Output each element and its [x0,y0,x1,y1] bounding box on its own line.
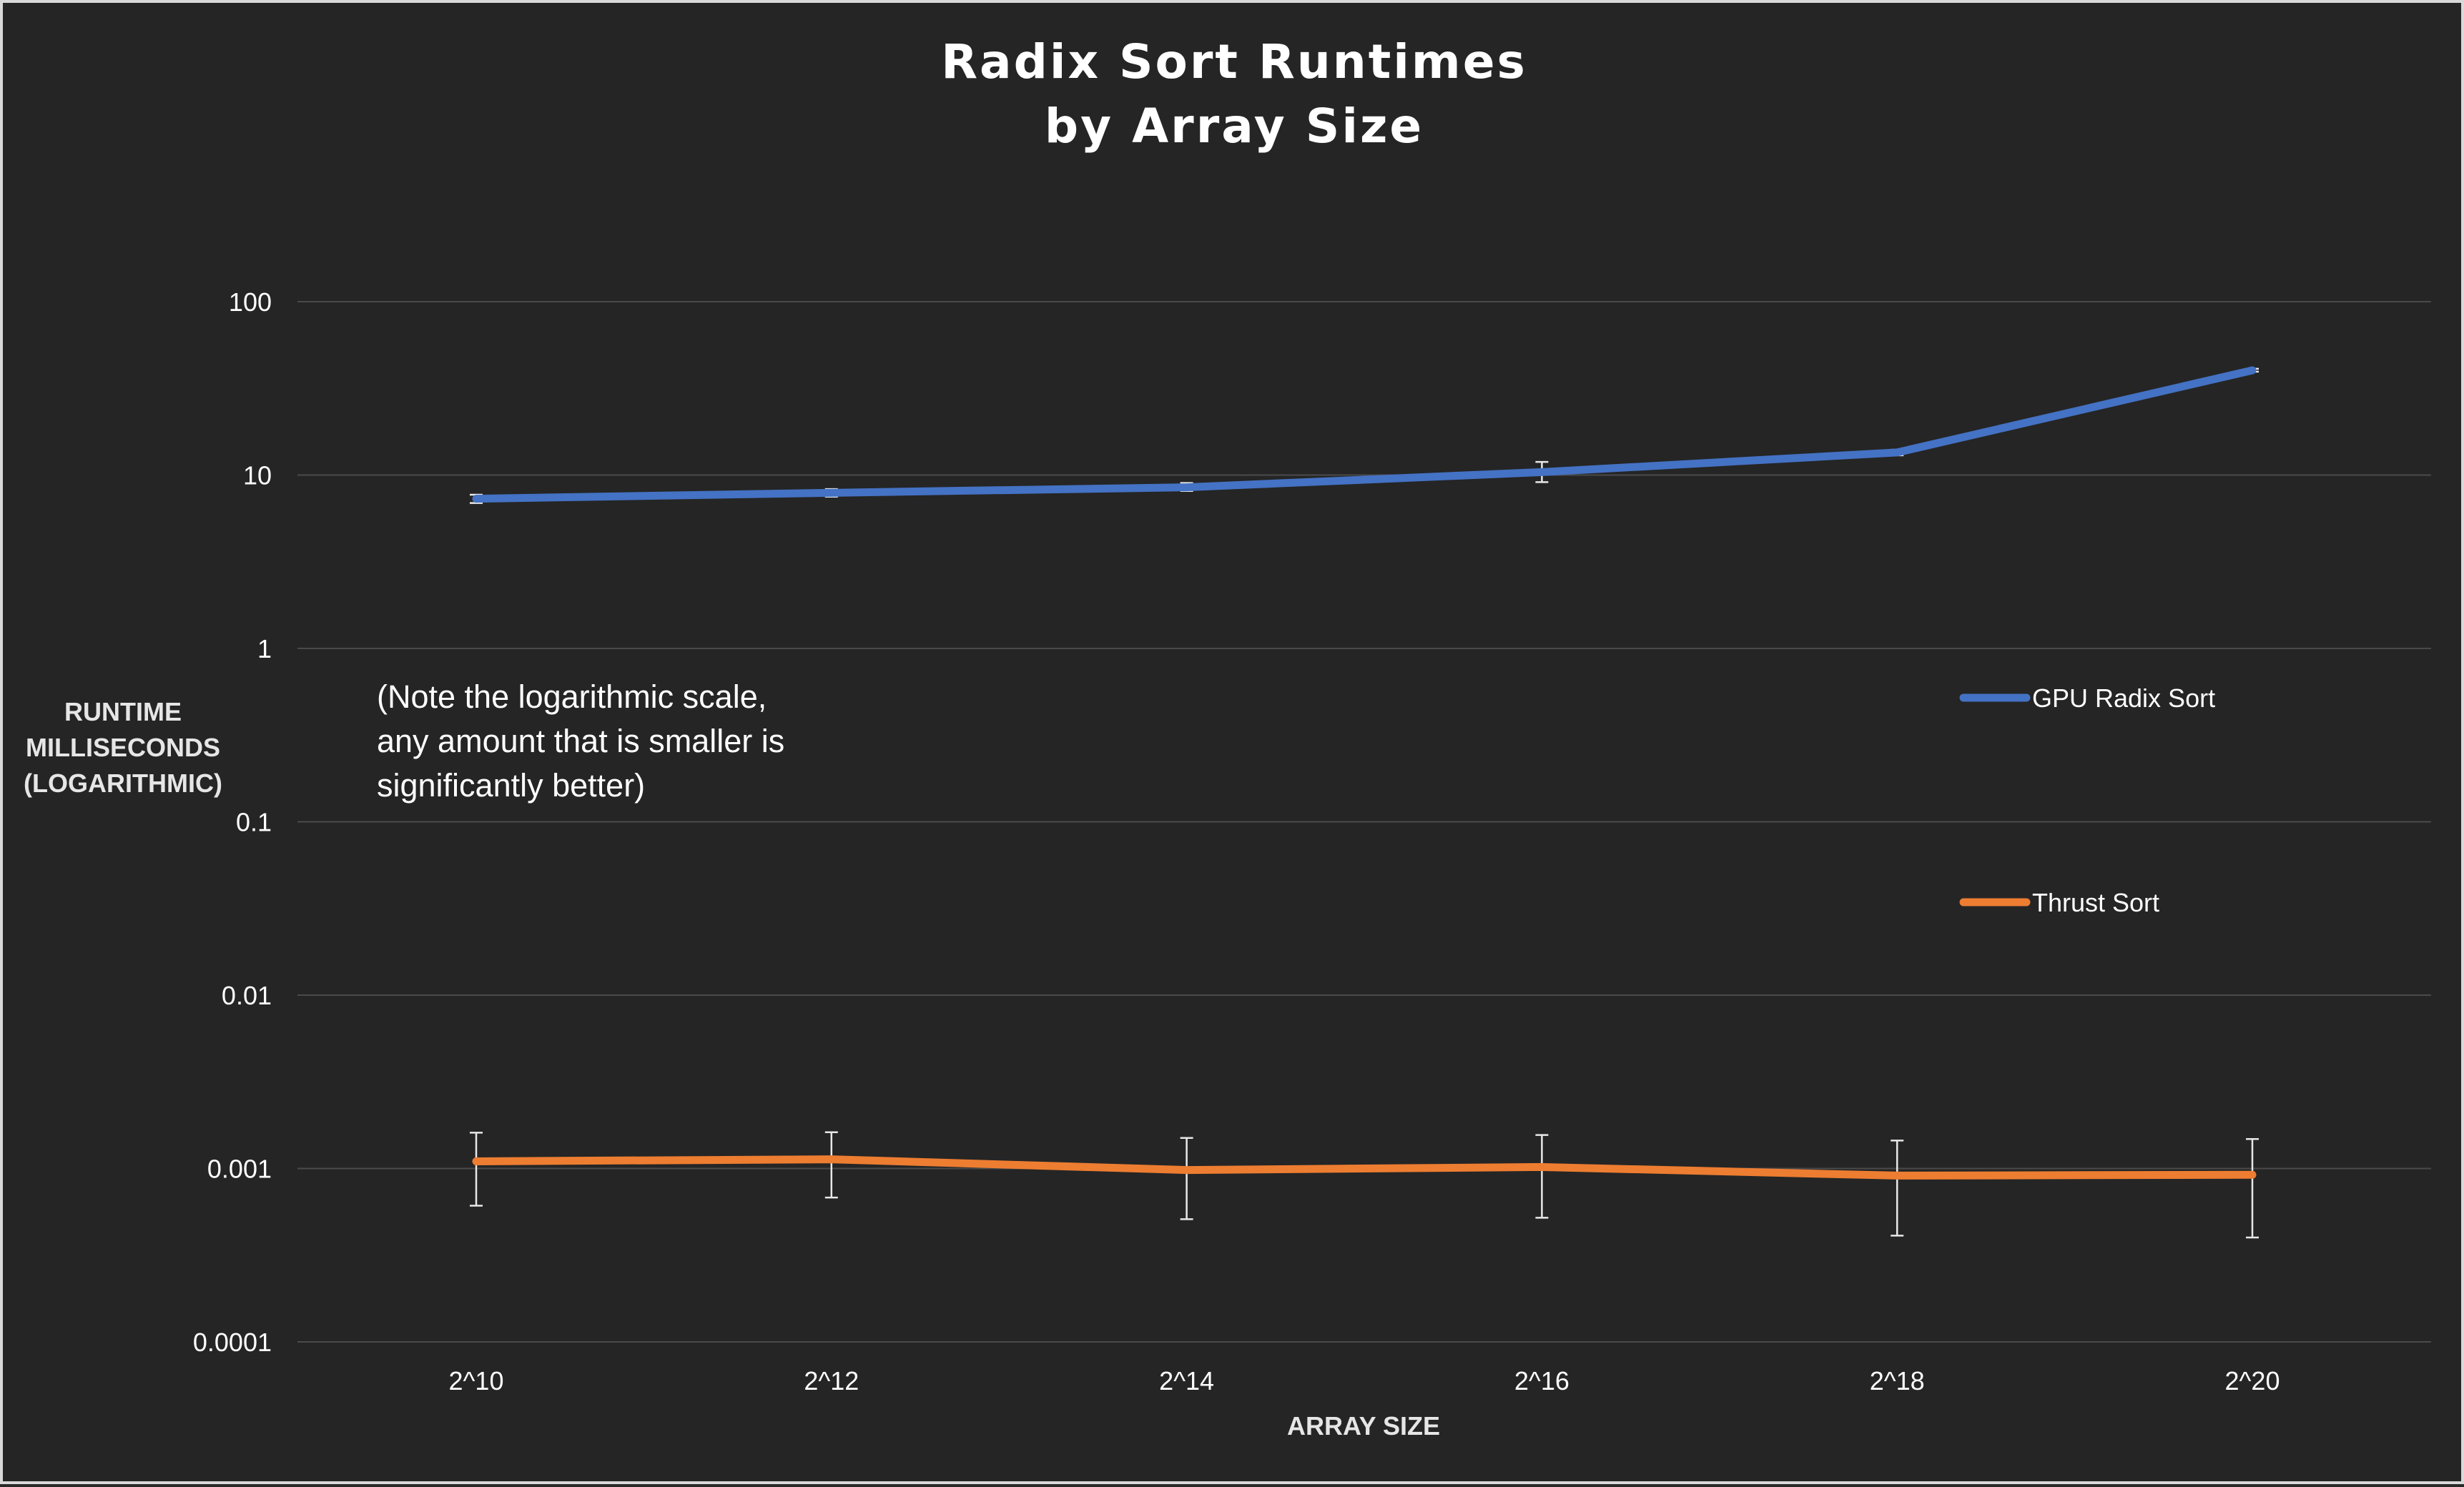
x-tick-label: 2^12 [804,1366,859,1395]
data-point [1896,1175,1898,1176]
y-tick-label: 0.01 [222,981,272,1010]
chart-title: Radix Sort Runtimes by Array Size [941,34,1527,154]
data-point [475,1160,477,1162]
y-tick-label: 1 [257,634,272,663]
data-point [1541,1166,1542,1167]
series-lines [470,366,2259,1239]
data-point [1541,471,1542,473]
legend-label: GPU Radix Sort [2032,683,2215,713]
y-tick-label: 0.001 [207,1155,272,1184]
data-point [1896,452,1898,453]
scale-note-line-1: (Note the logarithmic scale, [377,678,767,715]
y-axis-title: RUNTIME MILLISECONDS (LOGARITHMIC) [24,697,222,798]
data-point [2252,1174,2253,1175]
x-tick-label: 2^20 [2225,1366,2280,1395]
y-tick-label: 0.0001 [193,1328,272,1357]
series-0 [470,366,2259,504]
x-tick-label: 2^18 [1870,1366,1925,1395]
data-point [2252,370,2253,371]
x-tick-label: 2^16 [1514,1366,1569,1395]
y-axis-title-line-3: (LOGARITHMIC) [24,769,222,798]
legend-label: Thrust Sort [2032,888,2159,917]
runtime-chart: Radix Sort Runtimes by Array Size 100101… [24,34,2431,1441]
y-axis-title-line-2: MILLISECONDS [26,733,220,762]
y-tick-label: 10 [243,461,272,490]
data-point [831,1159,832,1160]
legend: GPU Radix Sort Thrust Sort [1959,683,2215,917]
x-axis-ticks: 2^10 2^12 2^14 2^16 2^18 2^20 [449,1366,2280,1395]
scale-note: (Note the logarithmic scale, any amount … [377,678,784,804]
series-1 [470,1131,2259,1239]
series-line [472,1155,2257,1180]
chart-title-line-1: Radix Sort Runtimes [941,34,1527,89]
x-tick-label: 2^14 [1159,1366,1214,1395]
scale-note-line-2: any amount that is smaller is [377,723,784,759]
y-axis-ticks: 100 10 1 0.1 0.01 0.001 0.0001 [193,287,272,1357]
chart-title-line-2: by Array Size [1045,99,1424,154]
data-point [475,498,477,500]
data-point [1186,1170,1188,1171]
y-axis-title-line-1: RUNTIME [64,697,182,726]
scale-note-line-3: significantly better) [377,767,645,804]
data-point [831,492,832,493]
y-tick-label: 0.1 [236,808,272,837]
series-line [472,366,2257,503]
x-axis-title: ARRAY SIZE [1287,1411,1440,1441]
gridlines [297,301,2431,1343]
y-tick-label: 100 [229,287,272,317]
data-point [1186,487,1188,488]
x-tick-label: 2^10 [449,1366,504,1395]
